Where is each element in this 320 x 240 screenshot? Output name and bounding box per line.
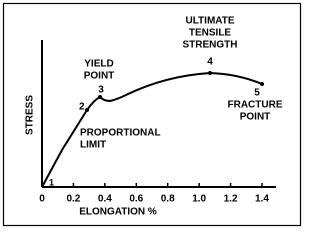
point-number: 2 <box>79 102 85 113</box>
point-label: TENSILE <box>189 28 232 39</box>
x-tick-label: 0.6 <box>129 194 143 205</box>
point-number: 3 <box>98 85 104 96</box>
point-label: LIMIT <box>80 140 106 151</box>
x-tick-label: 0.4 <box>98 194 112 205</box>
point-marker <box>85 108 89 112</box>
point-label: PROPORTIONAL <box>80 128 161 139</box>
x-tick-label: 0.2 <box>66 194 80 205</box>
x-axis-label: ELONGATION % <box>79 207 157 218</box>
point-label: FRACTURE <box>228 100 283 111</box>
point-number: 5 <box>254 88 260 99</box>
point-label: ULTIMATE <box>185 16 234 27</box>
point-label: STRENGTH <box>183 40 238 51</box>
point-label: POINT <box>240 112 271 123</box>
point-marker <box>208 71 212 75</box>
diagram: STRESS ELONGATION % 1 2 PROPORTIONAL LIM… <box>2 2 302 227</box>
x-tick-label: 0.8 <box>161 194 175 205</box>
point-marker <box>98 95 102 99</box>
point-marker <box>260 82 264 86</box>
point-number: 1 <box>49 177 54 187</box>
frame <box>2 2 302 227</box>
x-tick-label: 1.4 <box>255 194 269 205</box>
x-tick-label: 0 <box>39 194 45 205</box>
x-tick-label: 1.2 <box>224 194 238 205</box>
x-tick-label: 1.0 <box>192 194 206 205</box>
y-axis-label: STRESS <box>25 95 36 135</box>
point-label: POINT <box>84 71 115 82</box>
point-label: YIELD <box>84 59 113 70</box>
point-number: 4 <box>207 57 213 68</box>
